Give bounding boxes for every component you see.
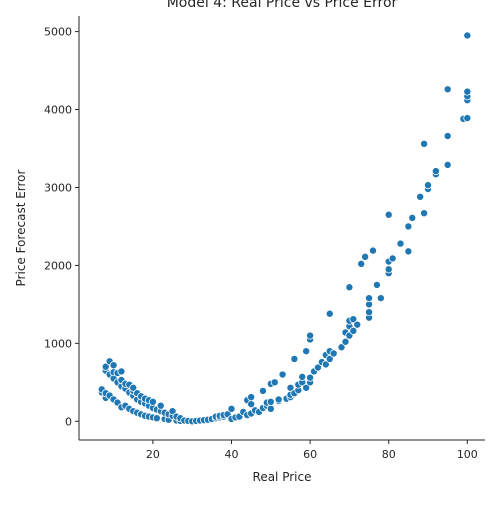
- data-point: [101, 362, 110, 371]
- data-point: [270, 378, 279, 387]
- data-point: [361, 252, 370, 261]
- data-point: [266, 397, 275, 406]
- data-point: [156, 401, 165, 410]
- data-point: [463, 114, 472, 123]
- data-point: [345, 283, 354, 292]
- data-point: [306, 373, 315, 382]
- data-point: [313, 363, 322, 372]
- data-point: [298, 372, 307, 381]
- data-point: [353, 320, 362, 329]
- data-point: [109, 361, 118, 370]
- y-tick-label: 2000: [44, 259, 72, 272]
- data-point: [278, 370, 287, 379]
- data-point: [286, 383, 295, 392]
- data-point: [274, 395, 283, 404]
- data-point: [431, 167, 440, 176]
- data-point: [404, 247, 413, 256]
- data-point: [404, 222, 413, 231]
- data-point: [396, 239, 405, 248]
- data-point: [368, 246, 377, 255]
- data-points: [97, 31, 472, 426]
- y-tick-label: 4000: [44, 104, 72, 117]
- y-axis-label: Price Forecast Error: [14, 169, 28, 286]
- data-point: [416, 192, 425, 201]
- data-point: [420, 209, 429, 218]
- data-point: [443, 160, 452, 169]
- data-point: [321, 360, 330, 369]
- data-point: [129, 383, 138, 392]
- data-point: [365, 308, 374, 317]
- data-point: [290, 354, 299, 363]
- y-tick-label: 3000: [44, 181, 72, 194]
- data-point: [258, 386, 267, 395]
- data-point: [117, 367, 126, 376]
- x-tick-label: 80: [382, 448, 396, 461]
- data-point: [341, 337, 350, 346]
- data-point: [349, 326, 358, 335]
- data-point: [349, 315, 358, 324]
- data-point: [306, 331, 315, 340]
- data-point: [372, 280, 381, 289]
- data-point: [302, 383, 311, 392]
- data-point: [384, 265, 393, 274]
- data-point: [148, 397, 157, 406]
- data-point: [152, 414, 161, 423]
- y-axis-ticks: 0 1000 2000 3000 4000 5000: [44, 26, 79, 428]
- x-tick-label: 20: [146, 448, 160, 461]
- data-point: [168, 407, 177, 416]
- data-point: [443, 85, 452, 94]
- data-point: [227, 404, 236, 413]
- y-tick-label: 0: [65, 415, 72, 428]
- data-point: [325, 354, 334, 363]
- data-point: [266, 404, 275, 413]
- data-point: [329, 349, 338, 358]
- data-point: [388, 254, 397, 263]
- data-point: [302, 347, 311, 356]
- chart-title: Model 4: Real Price vs Price Error: [167, 0, 398, 11]
- data-point: [463, 31, 472, 40]
- data-point: [384, 210, 393, 219]
- x-tick-label: 60: [303, 448, 317, 461]
- x-tick-label: 100: [457, 448, 478, 461]
- data-point: [443, 132, 452, 141]
- x-tick-label: 40: [224, 448, 238, 461]
- y-tick-label: 1000: [44, 337, 72, 350]
- data-point: [420, 139, 429, 148]
- data-point: [424, 181, 433, 190]
- data-point: [337, 343, 346, 352]
- data-point: [463, 87, 472, 96]
- x-axis-label: Real Price: [253, 470, 312, 484]
- x-axis-ticks: 20 40 60 80 100: [146, 440, 478, 461]
- data-point: [357, 259, 366, 268]
- data-point: [247, 393, 256, 402]
- data-point: [325, 309, 334, 318]
- data-point: [365, 294, 374, 303]
- data-point: [376, 294, 385, 303]
- data-point: [408, 213, 417, 222]
- y-tick-label: 5000: [44, 26, 72, 39]
